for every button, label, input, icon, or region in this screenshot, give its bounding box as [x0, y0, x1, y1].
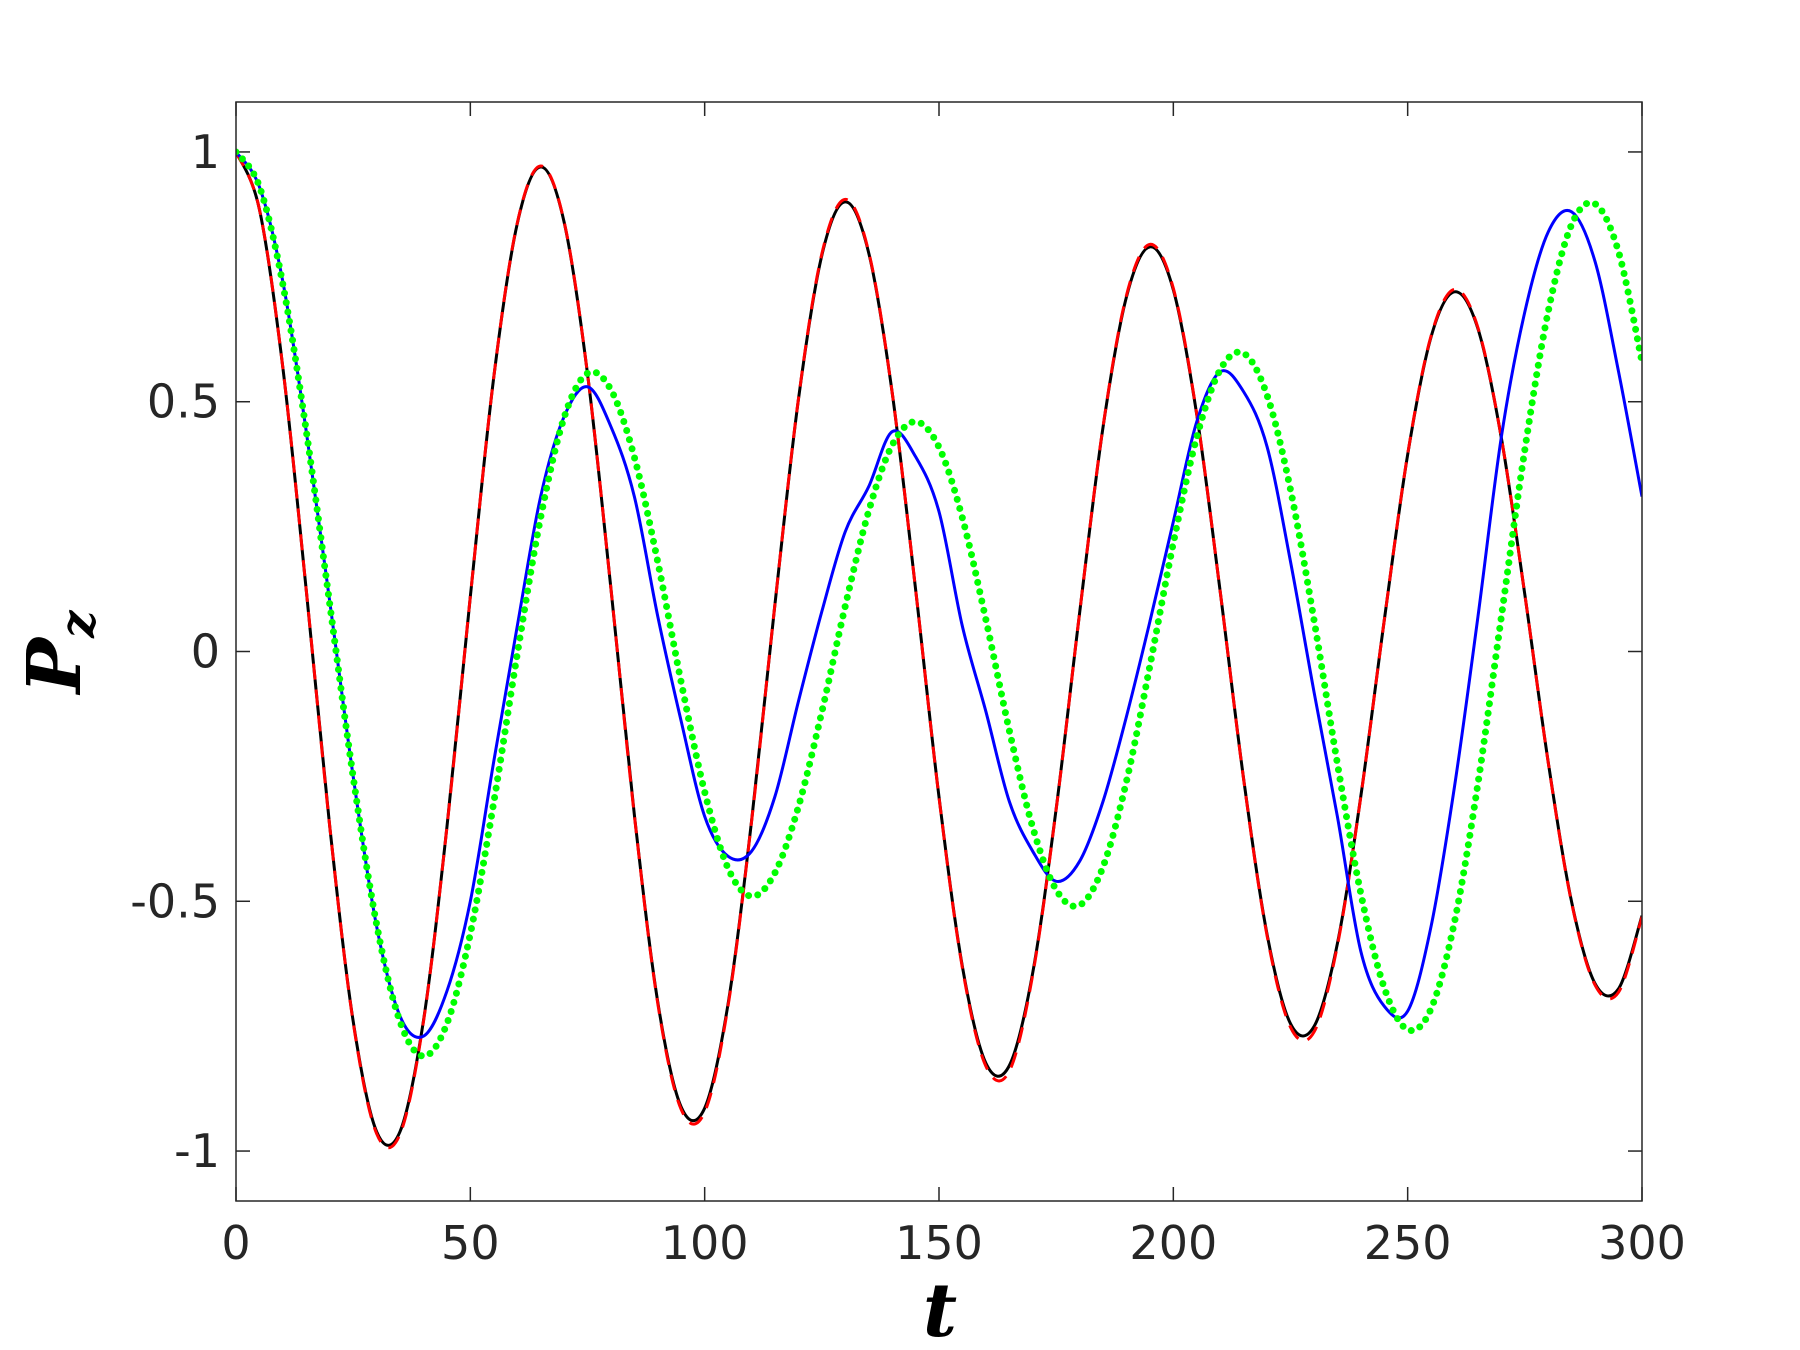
series-line [236, 151, 1642, 1147]
y-tick-label: -0.5 [130, 874, 220, 928]
x-axis-label: t [923, 1268, 957, 1350]
y-tick-label: 1 [191, 125, 220, 179]
series-line [236, 148, 1642, 1060]
x-tick-label: 50 [441, 1216, 500, 1270]
y-tick-label: 0 [191, 625, 220, 679]
plot-frame [235, 101, 1643, 1202]
y-tick-label: -1 [174, 1124, 220, 1178]
x-tick-label: 0 [221, 1216, 250, 1270]
y-tick-label: 0.5 [147, 375, 220, 429]
y-axis-label-sub: z [50, 609, 106, 639]
x-tick-label: 100 [661, 1216, 749, 1270]
x-tick-label: 200 [1129, 1216, 1217, 1270]
y-axis-label: Pz [12, 609, 106, 696]
x-tick-label: 150 [895, 1216, 983, 1270]
series-line [236, 151, 1642, 1039]
series-line [236, 151, 1642, 1150]
y-axis-label-main: P [12, 635, 98, 695]
x-tick-label: 250 [1364, 1216, 1452, 1270]
x-tick-label: 300 [1598, 1216, 1686, 1270]
